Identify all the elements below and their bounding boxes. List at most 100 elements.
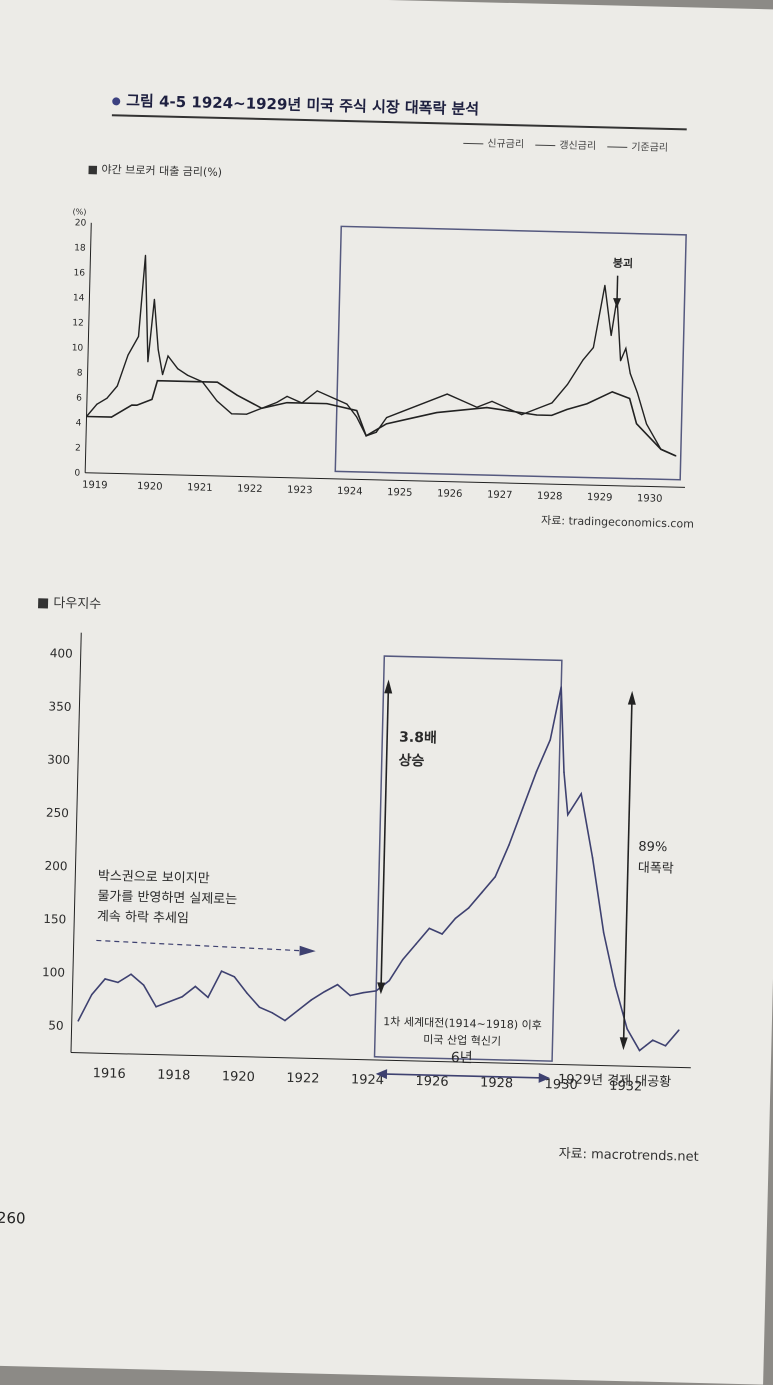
dow-point (664, 1045, 667, 1047)
dow-point (297, 1009, 299, 1012)
x-tick-label: 1924 (337, 486, 363, 498)
highlight-box (334, 225, 687, 481)
y-tick-label: 2 (75, 443, 81, 453)
point-renewal-rate (131, 404, 133, 406)
point-new-rate (106, 397, 108, 399)
legend-item-new-rate: 신규금리 (463, 138, 524, 150)
dow-point (602, 931, 605, 934)
dow-point (481, 891, 483, 894)
point-new-rate (246, 413, 248, 415)
years-arrow-head-right (538, 1072, 551, 1083)
point-renewal-rate (156, 380, 159, 382)
dow-point (428, 927, 431, 930)
rate-chart-title: ■ 야간 브로커 대출 금리(%) (87, 162, 223, 179)
dow-point (220, 970, 223, 972)
point-renewal-rate (410, 417, 413, 419)
dow-point (349, 994, 351, 997)
point-new-rate (157, 348, 159, 351)
point-new-rate (506, 407, 508, 409)
y-tick-label: 100 (42, 965, 65, 980)
x-tick-label: 1930 (544, 1077, 577, 1093)
dow-point (362, 991, 364, 994)
y-tick-label: 18 (74, 243, 86, 253)
dow-point (521, 807, 524, 810)
collapse-arrow-head (613, 298, 622, 309)
y-tick-label: 350 (48, 699, 71, 714)
point-new-rate (536, 408, 538, 410)
point-new-rate (645, 423, 648, 425)
y-tick-label: 0 (74, 468, 80, 478)
dow-point (580, 793, 583, 795)
highlight-box (373, 655, 563, 1062)
point-new-rate (116, 385, 118, 387)
point-new-rate (625, 347, 627, 350)
point-renewal-rate (660, 448, 662, 450)
x-tick-label: 1925 (387, 487, 413, 499)
point-new-rate (375, 431, 377, 433)
point-new-rate (356, 416, 358, 418)
y-tick-label: 300 (47, 752, 70, 767)
dow-chart-title: ■ 다우지수 (36, 595, 102, 613)
point-new-rate (231, 413, 233, 415)
point-new-rate (276, 401, 278, 403)
dow-point (104, 978, 106, 980)
crash-label: 89% (638, 840, 667, 856)
x-tick-label: 1916 (93, 1066, 126, 1082)
point-renewal-rate (611, 391, 613, 393)
point-renewal-rate (136, 404, 138, 406)
point-new-rate (446, 393, 448, 395)
dow-point (194, 985, 197, 988)
point-new-rate (144, 254, 147, 256)
point-renewal-rate (326, 403, 328, 405)
dow-point (336, 983, 339, 986)
x-tick-label: 1922 (237, 483, 263, 495)
x-axis (70, 1052, 691, 1069)
y-unit-label: (%) (72, 207, 86, 216)
dow-point (246, 992, 248, 994)
y-tick-label: 400 (50, 646, 73, 661)
rise-label: 3.8배 (399, 729, 437, 746)
dow-point (130, 973, 132, 976)
point-renewal-rate (365, 435, 367, 437)
y-tick-label: 50 (48, 1018, 64, 1032)
bullet-icon (112, 96, 121, 105)
dow-point (560, 686, 563, 688)
legend-item-renewal-rate: 갱신금리 (535, 140, 596, 152)
dow-point (549, 739, 552, 741)
crash-arrow-shaft (622, 699, 633, 1043)
y-tick-label: 12 (72, 318, 84, 328)
sideways-note: 계속 하락 추세임 (97, 909, 189, 926)
dow-point (142, 984, 145, 987)
crash-arrow-head-bottom (619, 1037, 628, 1051)
point-renewal-rate (110, 416, 113, 418)
dow-point (117, 981, 119, 984)
x-tick-label: 1923 (287, 485, 313, 497)
dow-point (454, 917, 457, 920)
depression-label: 1929년 경제 대공황 (558, 1072, 671, 1090)
dow-point (271, 1012, 274, 1014)
x-axis (85, 472, 685, 488)
collapse-label: 붕괴 (613, 256, 634, 270)
point-renewal-rate (629, 397, 631, 400)
y-tick-label: 200 (44, 859, 67, 874)
collapse-arrow-shaft (616, 275, 619, 301)
x-tick-label: 1919 (82, 480, 108, 492)
point-new-rate (416, 405, 418, 407)
x-tick-label: 1918 (157, 1068, 190, 1084)
x-tick-label: 1920 (222, 1069, 255, 1085)
point-new-rate (610, 334, 612, 337)
years-label: 6년 (451, 1050, 473, 1067)
x-tick-label: 1929 (587, 492, 613, 504)
dow-point (375, 990, 377, 992)
point-renewal-rate (385, 423, 388, 425)
series-line-renewal-rate (86, 379, 677, 457)
dow-point (508, 844, 510, 847)
dow-point (284, 1019, 286, 1022)
y-tick-label: 250 (46, 806, 69, 821)
dow-point (401, 958, 404, 961)
point-renewal-rate (356, 409, 358, 412)
rate-chart-source: 자료: tradingeconomics.com (540, 513, 695, 531)
dow-point (645, 1044, 647, 1047)
point-new-rate (431, 399, 433, 401)
sideways-note: 물가를 반영하면 실제로는 (97, 889, 237, 907)
